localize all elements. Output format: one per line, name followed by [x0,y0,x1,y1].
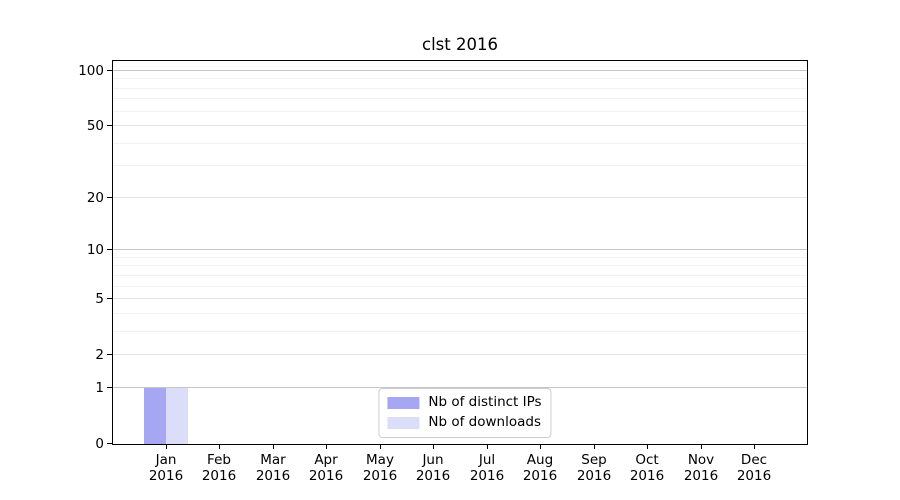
x-tick-label-line: Sep [581,452,607,468]
x-tick-label-line: Nov [687,452,715,468]
gridline-minor-6 [113,286,807,287]
x-tick-label-dec-2016: Dec 2016 [736,452,772,484]
legend-swatch-downloads [387,417,420,429]
x-tick-label-oct-2016: Oct 2016 [629,452,665,484]
gridline-major-20 [113,197,807,198]
legend-swatch-distinct-ips [387,397,420,409]
legend: Nb of distinct IPs Nb of downloads [378,388,552,438]
gridline-minor-80 [113,88,807,89]
plot-area: Dec 2016 Nov 2016 Oct 2016 Sep 2016 Aug 2016 Jul 20… [78,60,808,483]
x-tick-label-line: Apr [314,452,338,468]
x-tick-label-line: 2016 [415,467,451,484]
gridline-minor-60 [113,111,807,112]
x-tick-jul-2016 [487,444,488,449]
chart-title: clst 2016 [422,35,498,54]
legend-label-downloads: Nb of downloads [428,414,541,431]
x-tick-label-sep-2016: Sep 2016 [576,452,612,484]
gridline-major-10 [113,249,807,250]
bar-nb-of-downloads-jan-2016 [166,388,188,444]
x-tick-label-line: Jul [478,452,496,468]
x-tick-label-line: 2016 [683,467,719,484]
y-tick-label-20: 20 [86,189,104,206]
y-tick-label-100: 100 [78,62,104,79]
x-tick-label-line: Mar [260,452,286,468]
x-tick-label-may-2016: May 2016 [362,452,398,484]
x-tick-label-line: 2016 [576,467,612,484]
legend-item-downloads: Nb of downloads [387,414,541,432]
legend-item-distinct-ips: Nb of distinct IPs [387,394,542,412]
x-tick-label-line: 2016 [201,467,237,484]
x-tick-feb-2016 [219,444,220,449]
y-tick-label-1: 1 [95,379,104,396]
x-tick-apr-2016 [326,444,327,449]
x-tick-label-jul-2016: Jul 2016 [469,452,505,484]
x-tick-label-line: Dec [740,452,768,468]
gridline-minor-3 [113,331,807,332]
x-tick-mar-2016 [273,444,274,449]
x-tick-may-2016 [380,444,381,449]
x-tick-label-line: 2016 [255,467,291,484]
gridline-major-5 [113,298,807,299]
y-tick-label-10: 10 [86,241,104,258]
x-tick-label-mar-2016: Mar 2016 [255,452,291,484]
x-tick-label-jun-2016: Jun 2016 [415,452,451,484]
gridline-major-1 [113,387,807,388]
gridline-major-100 [113,70,807,71]
gridline-major-50 [113,125,807,126]
legend-label-distinct-ips: Nb of distinct IPs [428,394,542,411]
x-tick-label-line: Oct [635,452,659,468]
x-tick-aug-2016 [540,444,541,449]
gridline-minor-9 [113,257,807,258]
y-tick-50 [107,125,112,126]
y-tick-2 [107,354,112,355]
gridline-minor-4 [113,313,807,314]
x-tick-label-line: Jun [422,452,444,468]
y-tick-20 [107,197,112,198]
x-tick-oct-2016 [647,444,648,449]
x-tick-label-line: Jan [155,452,177,468]
gridline-minor-90 [113,78,807,79]
y-tick-5 [107,298,112,299]
x-tick-label-nov-2016: Nov 2016 [683,452,719,484]
y-tick-label-5: 5 [95,290,104,307]
x-tick-sep-2016 [594,444,595,449]
y-tick-1 [107,387,112,388]
x-tick-jan-2016 [166,444,167,449]
x-tick-label-feb-2016: Feb 2016 [201,452,237,484]
gridline-minor-40 [113,143,807,144]
y-tick-label-50: 50 [86,117,104,134]
y-tick-0 [107,443,112,444]
x-tick-label-aug-2016: Aug 2016 [522,452,558,484]
y-tick-100 [107,70,112,71]
gridline-minor-7 [113,275,807,276]
gridline-major-2 [113,354,807,355]
x-tick-label-apr-2016: Apr 2016 [308,452,344,484]
y-tick-label-2: 2 [95,346,104,363]
x-tick-label-line: Feb [207,452,231,468]
x-tick-label-line: 2016 [522,467,558,484]
gridline-minor-8 [113,265,807,266]
x-tick-jun-2016 [433,444,434,449]
x-tick-label-line: Aug [526,452,554,468]
x-tick-label-line: 2016 [736,467,772,484]
x-tick-dec-2016 [754,444,755,449]
x-tick-label-jan-2016: Jan 2016 [148,452,184,484]
x-tick-label-line: 2016 [469,467,505,484]
y-tick-10 [107,249,112,250]
x-tick-label-line: 2016 [148,467,184,484]
gridline-minor-70 [113,98,807,99]
x-tick-label-line: 2016 [629,467,665,484]
y-tick-label-0: 0 [95,435,104,452]
x-tick-nov-2016 [701,444,702,449]
x-tick-label-line: 2016 [308,467,344,484]
x-tick-label-line: May [366,452,394,468]
bar-nb-of-distinct-ips-jan-2016 [144,388,166,444]
x-tick-label-line: 2016 [362,467,398,484]
gridline-minor-30 [113,165,807,166]
